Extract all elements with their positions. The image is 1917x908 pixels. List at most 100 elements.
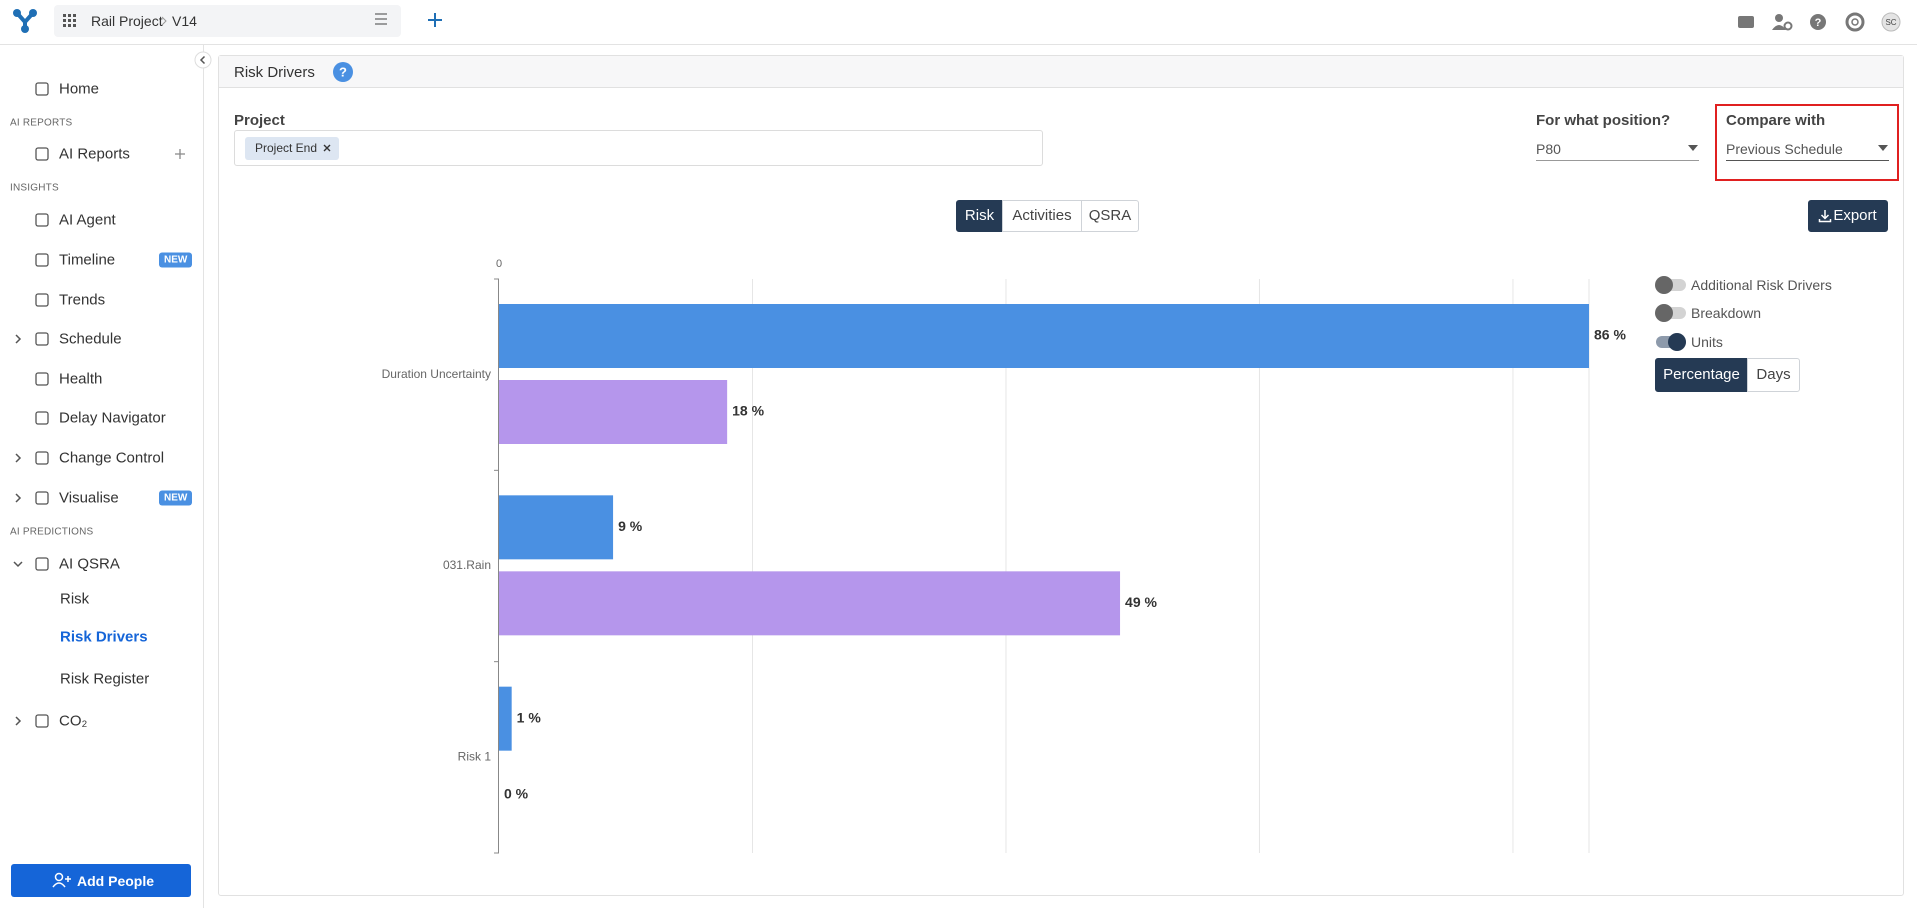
apps-icon[interactable] [63,14,77,28]
compare-underline [1726,160,1889,161]
nav-item[interactable]: Risk [60,590,90,608]
chevron-path [13,561,23,568]
avatar-text: SC [1885,18,1896,27]
svg-text:?: ? [1815,17,1822,29]
toggle-knob [1668,333,1686,351]
nav-icon [35,557,49,571]
project-tag: Project End [245,137,340,160]
value-label: 49 % [1125,594,1157,610]
toggle-knob [1655,304,1673,322]
nav-icon [35,714,49,728]
panel-header [219,56,1903,88]
tab[interactable]: Risk [956,200,1003,232]
nav-item[interactable]: AI Agent [59,211,116,229]
export-button[interactable]: Export [1808,200,1888,232]
toggle[interactable] [1653,331,1689,353]
position-underline [1536,160,1699,161]
add-people-button[interactable] [11,864,191,897]
unit-button[interactable]: Days [1747,358,1800,392]
nav-item[interactable]: Delay Navigator [59,409,166,427]
briefcase-icon[interactable] [1738,16,1754,28]
x-tick-label: 0 [496,258,502,270]
value-label: 9 % [618,518,643,534]
nav-icon-shape [35,147,49,161]
settings-user-icon[interactable] [1772,14,1793,31]
nav-item[interactable]: AI Reports [59,145,130,163]
nav-icon [35,253,49,267]
chevron[interactable] [12,715,24,727]
chevron[interactable] [12,452,24,464]
y-tick-label: 031.Rain [443,558,491,572]
position-value[interactable]: P80 [1536,141,1561,157]
menu-icon[interactable] [374,13,388,25]
nav-icon-shape [35,451,49,465]
compare-value[interactable]: Previous Schedule [1726,141,1843,157]
add-people-label[interactable]: Add People [77,873,155,889]
nav-item[interactable]: AI QSRA [59,555,120,573]
dropdown-arrow[interactable] [1688,145,1698,151]
help-button[interactable]: ? [333,62,353,82]
highlight-box [1715,104,1899,181]
add-people-icon [52,872,71,888]
value-label: 0 % [504,785,529,801]
help-icon[interactable]: ? [1810,14,1826,30]
project-label: Project [234,112,285,129]
nav-icon-shape [35,213,49,227]
chevron[interactable] [12,492,24,504]
breadcrumb-sep [161,16,167,26]
collapse-button[interactable] [194,51,212,69]
nav-icon-shape [35,293,49,307]
project-field[interactable] [54,5,401,37]
nav-item[interactable]: Timeline [59,251,116,269]
nav-icon [35,491,49,505]
export-icon [1818,210,1832,223]
nav-icon-shape [35,411,49,425]
badge: NEW [159,252,193,268]
project-input[interactable] [234,130,1043,166]
support-icon[interactable] [1845,12,1865,32]
project-name[interactable]: Rail Project [91,13,163,29]
unit-button[interactable]: Percentage [1655,358,1748,392]
toggle[interactable] [1653,302,1689,324]
add-report-path [175,149,185,159]
nav-item[interactable]: Trends [59,291,106,309]
add-icon[interactable] [427,12,443,28]
toggle-label: Breakdown [1691,305,1762,321]
nav-item[interactable]: Risk Register [60,670,150,688]
tab[interactable]: QSRA [1081,200,1139,232]
chevron[interactable] [12,558,24,570]
nav-item[interactable]: Change Control [59,449,165,467]
section-label: AI REPORTS [10,117,73,129]
tag-remove[interactable] [322,143,332,153]
nav-icon-shape [35,332,49,346]
nav-icon-shape [35,714,49,728]
tab[interactable]: Activities [1002,200,1082,232]
y-tick-label: Risk 1 [458,750,492,764]
toggle[interactable] [1653,274,1689,296]
dropdown-arrow[interactable] [1878,145,1888,151]
chevron-path [15,453,22,463]
section-label: INSIGHTS [10,182,59,194]
version[interactable]: V14 [172,13,197,29]
header-icons: ? SC [1738,12,1901,32]
avatar[interactable] [1881,12,1901,32]
chevron-path [15,716,22,726]
sidebar [0,45,204,908]
logo [13,9,37,33]
nav-item[interactable]: Schedule [59,330,122,348]
chevron[interactable] [12,333,24,345]
nav-icon [35,82,49,96]
nav-icon [35,293,49,307]
nav-item[interactable]: CO₂ [59,712,88,730]
badge: NEW [159,490,193,506]
toggle-label: Units [1691,334,1723,350]
add-report[interactable] [174,148,186,160]
nav-item[interactable]: Risk Drivers [60,628,148,646]
nav-item[interactable]: Home [59,80,100,98]
nav-item[interactable]: Visualise [59,489,119,507]
nav-icon [35,213,49,227]
nav-item[interactable]: Health [59,370,103,388]
toggle-label: Additional Risk Drivers [1691,277,1832,293]
nav-icon [35,411,49,425]
